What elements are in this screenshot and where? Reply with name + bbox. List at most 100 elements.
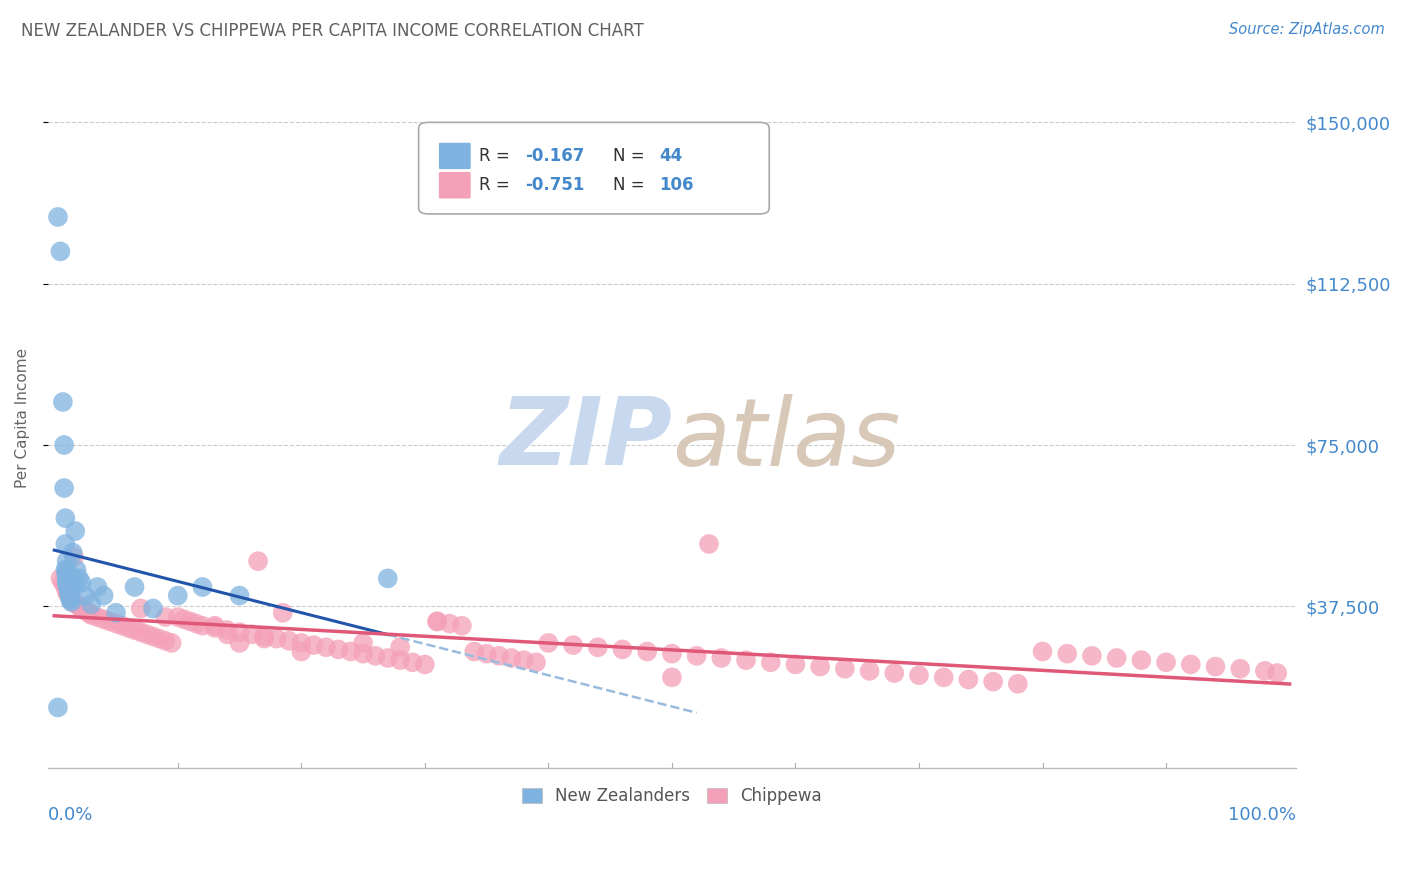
Point xyxy=(86,580,108,594)
Point xyxy=(67,571,90,585)
Text: 106: 106 xyxy=(659,177,695,194)
Point xyxy=(160,636,183,650)
Point xyxy=(53,563,76,577)
Point xyxy=(389,640,412,655)
Point xyxy=(65,563,87,577)
Point xyxy=(65,524,87,538)
Point xyxy=(56,574,79,588)
Point xyxy=(55,554,77,568)
Point xyxy=(785,657,807,672)
Point xyxy=(60,593,83,607)
Point xyxy=(228,625,250,640)
Point xyxy=(501,651,523,665)
Point xyxy=(58,589,80,603)
Point xyxy=(191,580,214,594)
Point xyxy=(1180,657,1202,672)
Point xyxy=(858,664,880,678)
Point xyxy=(55,563,77,577)
Point xyxy=(124,623,146,637)
Point xyxy=(55,567,77,582)
Point xyxy=(315,640,337,655)
Text: -0.751: -0.751 xyxy=(524,177,583,194)
Point xyxy=(710,651,733,665)
Point xyxy=(1007,677,1029,691)
Point xyxy=(52,575,75,590)
Point xyxy=(53,481,76,495)
Point xyxy=(488,648,510,663)
Text: Source: ZipAtlas.com: Source: ZipAtlas.com xyxy=(1229,22,1385,37)
Point xyxy=(70,601,93,615)
FancyBboxPatch shape xyxy=(439,143,471,169)
Point xyxy=(271,606,294,620)
Point xyxy=(59,589,82,603)
Point xyxy=(58,586,80,600)
Point xyxy=(55,575,77,590)
Point xyxy=(364,648,387,663)
Point xyxy=(401,655,423,669)
Point xyxy=(697,537,720,551)
Point xyxy=(142,601,165,615)
Point xyxy=(413,657,436,672)
Point xyxy=(1056,647,1078,661)
Point xyxy=(981,674,1004,689)
Point xyxy=(1229,662,1251,676)
Point xyxy=(339,644,361,658)
Point xyxy=(253,632,276,646)
Point xyxy=(512,653,534,667)
Point xyxy=(52,395,75,409)
Point xyxy=(173,612,195,626)
Point xyxy=(105,606,128,620)
Point xyxy=(1265,666,1288,681)
Point xyxy=(883,666,905,681)
Text: atlas: atlas xyxy=(672,393,900,484)
Point xyxy=(661,647,683,661)
Point xyxy=(56,580,79,594)
Point xyxy=(77,606,100,620)
Point xyxy=(111,618,134,632)
Point xyxy=(166,589,188,603)
Point xyxy=(105,616,128,631)
Point xyxy=(377,651,399,665)
Point xyxy=(217,627,239,641)
Point xyxy=(290,644,312,658)
Y-axis label: Per Capita Income: Per Capita Income xyxy=(15,348,30,488)
Point xyxy=(524,655,547,669)
Point xyxy=(932,670,955,684)
Point xyxy=(80,597,103,611)
Point xyxy=(56,586,79,600)
Text: 100.0%: 100.0% xyxy=(1227,806,1296,824)
Point xyxy=(439,616,461,631)
Text: -0.167: -0.167 xyxy=(524,147,583,165)
Point xyxy=(808,659,831,673)
Point xyxy=(86,610,108,624)
Point xyxy=(1154,655,1177,669)
Text: N =: N = xyxy=(613,177,650,194)
Point xyxy=(124,580,146,594)
Point xyxy=(957,673,980,687)
Point xyxy=(426,615,449,629)
Point xyxy=(75,589,97,603)
Point xyxy=(426,615,449,629)
Point xyxy=(328,642,350,657)
Point xyxy=(46,700,69,714)
Point xyxy=(253,630,276,644)
Point xyxy=(67,599,90,614)
Point xyxy=(586,640,609,655)
Point xyxy=(62,545,84,559)
Point xyxy=(49,571,72,585)
Point xyxy=(155,633,177,648)
Point xyxy=(612,642,634,657)
Point xyxy=(65,597,87,611)
Point xyxy=(63,549,86,564)
Text: NEW ZEALANDER VS CHIPPEWA PER CAPITA INCOME CORRELATION CHART: NEW ZEALANDER VS CHIPPEWA PER CAPITA INC… xyxy=(21,22,644,40)
Point xyxy=(53,580,76,594)
Point xyxy=(302,638,325,652)
Point xyxy=(166,610,188,624)
Point xyxy=(228,636,250,650)
Point xyxy=(80,607,103,622)
Point xyxy=(661,670,683,684)
Point xyxy=(53,438,76,452)
Point xyxy=(191,618,214,632)
Point xyxy=(46,210,69,224)
Point xyxy=(240,627,263,641)
